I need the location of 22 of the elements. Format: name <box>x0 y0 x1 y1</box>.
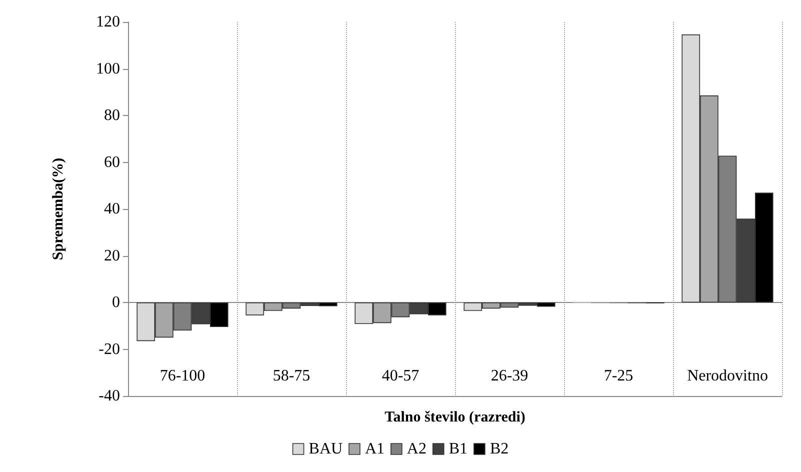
y-tick-label: 0 <box>112 294 120 311</box>
legend-label: B2 <box>490 440 509 458</box>
y-tick-label: -20 <box>98 340 120 358</box>
y-tick-label: 100 <box>96 60 120 78</box>
x-tick-label: Nerodovitno <box>687 368 768 384</box>
x-tick-label: 58-75 <box>272 368 310 384</box>
x-tick-label: 26-39 <box>490 368 528 384</box>
y-tick-label: 40 <box>104 200 120 218</box>
y-tick-label: -40 <box>98 388 120 404</box>
y-tick-label: 80 <box>104 107 120 124</box>
x-tick-label: 7-25 <box>604 368 634 384</box>
legend-label: BAU <box>308 440 344 458</box>
x-axis-title: Talno število (razredi) <box>384 410 526 426</box>
x-tick-label: 76-100 <box>160 368 206 384</box>
legend-label: A2 <box>406 440 426 458</box>
y-tick-label: 120 <box>96 14 120 30</box>
legend-label: B1 <box>448 440 468 458</box>
y-tick-label: 20 <box>104 247 120 264</box>
y-tick-label: 60 <box>104 154 120 171</box>
x-tick-label: 40-57 <box>382 368 420 384</box>
legend-label: A1 <box>364 440 385 458</box>
y-axis-title: Sprememba(%) <box>50 158 66 260</box>
